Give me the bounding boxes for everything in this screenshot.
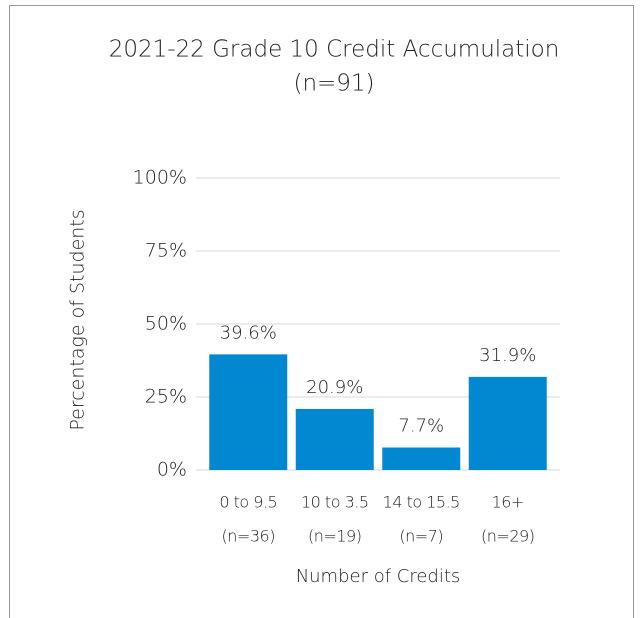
y-tick-label: 0% <box>157 459 187 481</box>
value-label: 31.9% <box>479 345 536 366</box>
bar <box>209 354 288 470</box>
y-tick-label: 25% <box>145 386 187 408</box>
bar <box>468 376 547 470</box>
x-tick-label: (n=19) <box>308 527 361 546</box>
x-tick-label: 16+ <box>492 493 524 512</box>
y-tick-label: 50% <box>145 313 187 335</box>
y-tick-label: 75% <box>145 240 187 262</box>
x-tick-label: (n=7) <box>399 527 443 546</box>
bar <box>382 447 461 470</box>
chart-subtitle: (n=91) <box>293 71 374 97</box>
value-label: 7.7% <box>398 416 444 437</box>
frame <box>9 5 634 618</box>
x-tick-label: 0 to 9.5 <box>219 493 277 512</box>
chart-title: 2021-22 Grade 10 Credit Accumulation <box>109 37 560 63</box>
x-axis-label: Number of Credits <box>296 566 461 587</box>
y-tick-label: 100% <box>133 167 187 189</box>
x-tick-label: (n=29) <box>481 527 534 546</box>
x-tick-label: 10 to 3.5 <box>301 493 369 512</box>
bar <box>295 408 374 470</box>
y-axis-label: Percentage of Students <box>67 209 89 430</box>
x-tick-label: (n=36) <box>222 527 275 546</box>
value-label: 39.6% <box>220 322 277 343</box>
value-label: 20.9% <box>306 377 363 398</box>
x-tick-label: 14 to 15.5 <box>383 493 460 512</box>
